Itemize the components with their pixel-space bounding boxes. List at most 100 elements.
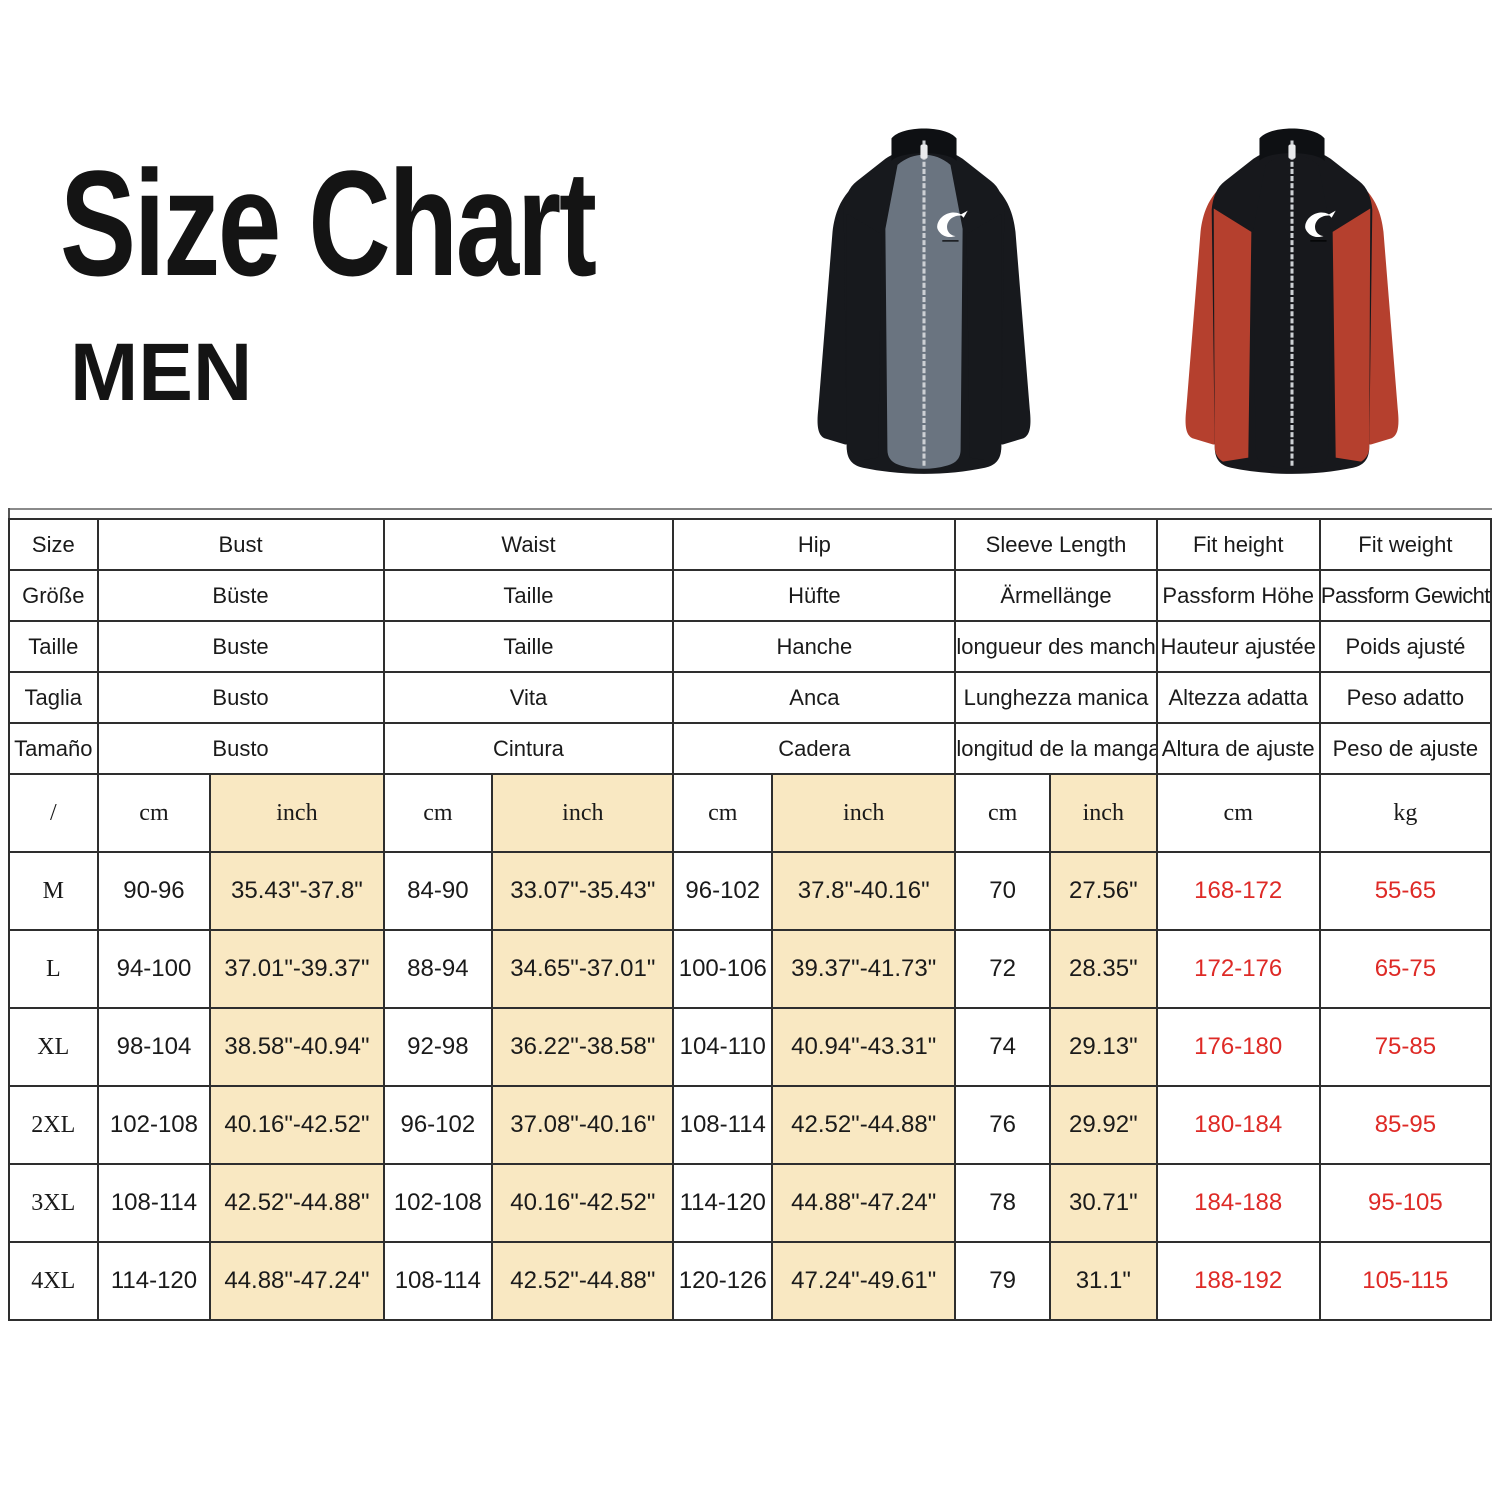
size-table: Size Bust Waist Hip Sleeve Length Fit he…: [8, 518, 1493, 1321]
cell-size: L: [8, 929, 99, 1009]
header-bust: Busto: [96, 671, 385, 724]
unit-hip-inch: inch: [771, 773, 957, 853]
cell-hip-inch: 39.37"-41.73": [771, 929, 957, 1009]
cell-bust-inch: 42.52"-44.88": [209, 1163, 385, 1243]
cell-sleeve-cm: 70: [954, 851, 1051, 931]
header-hip: Cadera: [672, 722, 957, 775]
jacket-side-panel-left-icon: [1213, 208, 1252, 462]
header-fit-weight: Peso adatto: [1318, 671, 1493, 724]
table-row-size-4xl: 4XL 114-120 44.88"-47.24" 108-114 42.52"…: [8, 1241, 1493, 1321]
header-size: Taille: [8, 620, 99, 673]
header-bust: Busto: [96, 722, 385, 775]
jacket-side-panel-right-icon: [966, 213, 1002, 462]
cell-bust-cm: 94-100: [96, 929, 212, 1009]
cell-hip-cm: 108-114: [672, 1085, 774, 1165]
cell-waist-inch: 36.22"-38.58": [491, 1007, 675, 1087]
cell-bust-cm: 114-120: [96, 1241, 212, 1321]
cell-fit-weight: 75-85: [1318, 1007, 1493, 1087]
zipper-pull-icon: [1288, 144, 1296, 159]
cell-sleeve-inch: 29.92": [1048, 1085, 1158, 1165]
header-size: Größe: [8, 569, 99, 622]
unit-height-cm: cm: [1155, 773, 1321, 853]
cell-hip-inch: 47.24"-49.61": [771, 1241, 957, 1321]
cell-bust-cm: 108-114: [96, 1163, 212, 1243]
table-row: Taille Buste Taille Hanche longueur des …: [8, 620, 1493, 673]
dolphin-logo-icon: [1305, 210, 1336, 242]
cell-hip-inch: 44.88"-47.24": [771, 1163, 957, 1243]
cell-sleeve-cm: 78: [954, 1163, 1051, 1243]
header-hip: Hip: [672, 518, 957, 571]
cell-bust-inch: 38.58"-40.94": [209, 1007, 385, 1087]
page-subtitle: MEN: [70, 327, 253, 418]
unit-bust-cm: cm: [96, 773, 212, 853]
table-row-units: / cm inch cm inch cm inch cm inch cm kg: [8, 773, 1493, 853]
cell-hip-cm: 100-106: [672, 929, 774, 1009]
cell-hip-inch: 42.52"-44.88": [771, 1085, 957, 1165]
cell-size: 3XL: [8, 1163, 99, 1243]
unit-waist-cm: cm: [382, 773, 494, 853]
cell-waist-cm: 84-90: [382, 851, 494, 931]
table-row-size-2xl: 2XL 102-108 40.16"-42.52" 96-102 37.08"-…: [8, 1085, 1493, 1165]
header-waist: Taille: [382, 620, 675, 673]
cell-bust-cm: 90-96: [96, 851, 212, 931]
dolphin-logo-icon: [937, 210, 968, 242]
cell-waist-inch: 34.65"-37.01": [491, 929, 675, 1009]
jacket-red-black: [1185, 128, 1399, 474]
header-fit-weight: Poids ajusté: [1318, 620, 1493, 673]
cell-sleeve-cm: 79: [954, 1241, 1051, 1321]
header-waist: Waist: [382, 518, 675, 571]
cell-sleeve-inch: 31.1": [1048, 1241, 1158, 1321]
cell-hip-cm: 96-102: [672, 851, 774, 931]
cell-hip-cm: 114-120: [672, 1163, 774, 1243]
header-sleeve-length: Lunghezza manica: [954, 671, 1158, 724]
cell-hip-cm: 120-126: [672, 1241, 774, 1321]
cell-size: XL: [8, 1007, 99, 1087]
header-hip: Hanche: [672, 620, 957, 673]
table-row: Taglia Busto Vita Anca Lunghezza manica …: [8, 671, 1493, 724]
header-waist: Vita: [382, 671, 675, 724]
cell-fit-weight: 105-115: [1318, 1241, 1493, 1321]
table-row: Größe Büste Taille Hüfte Ärmellänge Pass…: [8, 569, 1493, 622]
cell-fit-weight: 95-105: [1318, 1163, 1493, 1243]
unit-sleeve-inch: inch: [1048, 773, 1158, 853]
header-fit-height: Fit height: [1155, 518, 1321, 571]
header-size: Size: [8, 518, 99, 571]
unit-waist-inch: inch: [491, 773, 675, 853]
cell-sleeve-inch: 27.56": [1048, 851, 1158, 931]
cell-bust-cm: 98-104: [96, 1007, 212, 1087]
unit-bust-inch: inch: [209, 773, 385, 853]
header-waist: Cintura: [382, 722, 675, 775]
cell-bust-inch: 40.16"-42.52": [209, 1085, 385, 1165]
unit-sleeve-cm: cm: [954, 773, 1051, 853]
unit-hip-cm: cm: [672, 773, 774, 853]
header-hip: Anca: [672, 671, 957, 724]
cell-waist-inch: 33.07"-35.43": [491, 851, 675, 931]
header-fit-weight: Peso de ajuste: [1318, 722, 1493, 775]
header-hip: Hüfte: [672, 569, 957, 622]
cell-sleeve-cm: 76: [954, 1085, 1051, 1165]
table-row: Tamaño Busto Cintura Cadera longitud de …: [8, 722, 1493, 775]
header-sleeve-length: Ärmellänge: [954, 569, 1158, 622]
jacket-side-panel-right-icon: [1332, 208, 1371, 462]
cell-fit-height: 188-192: [1155, 1241, 1321, 1321]
header-bust: Bust: [96, 518, 385, 571]
unit-size: /: [8, 773, 99, 853]
cell-waist-cm: 92-98: [382, 1007, 494, 1087]
cell-fit-height: 184-188: [1155, 1163, 1321, 1243]
cell-size: M: [8, 851, 99, 931]
header-size: Taglia: [8, 671, 99, 724]
header-fit-height: Altezza adatta: [1155, 671, 1321, 724]
cell-waist-inch: 37.08"-40.16": [491, 1085, 675, 1165]
jacket-side-panel-left-icon: [846, 213, 882, 462]
table-top-rule-stub: [8, 508, 10, 520]
cell-bust-inch: 44.88"-47.24": [209, 1241, 385, 1321]
table-row-size-m: M 90-96 35.43"-37.8" 84-90 33.07"-35.43"…: [8, 851, 1493, 931]
cell-fit-height: 180-184: [1155, 1085, 1321, 1165]
cell-hip-inch: 37.8"-40.16": [771, 851, 957, 931]
cell-waist-cm: 102-108: [382, 1163, 494, 1243]
header-fit-height: Hauteur ajustée: [1155, 620, 1321, 673]
header-sleeve-length: longueur des manches: [954, 620, 1158, 673]
cell-sleeve-cm: 74: [954, 1007, 1051, 1087]
table-top-rule: [8, 508, 1492, 510]
cell-waist-cm: 108-114: [382, 1241, 494, 1321]
